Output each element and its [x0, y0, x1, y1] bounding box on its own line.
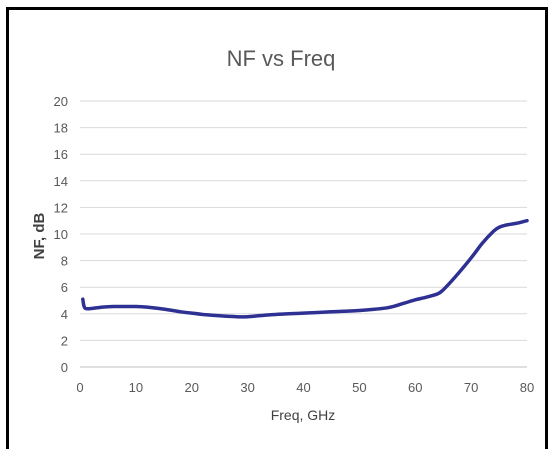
y-tick-label: 2	[61, 333, 68, 348]
x-tick-label: 20	[185, 380, 199, 395]
x-tick-label: 40	[296, 380, 310, 395]
y-tick-label: 0	[61, 360, 68, 375]
y-tick-label: 12	[54, 200, 68, 215]
x-tick-label: 0	[76, 380, 83, 395]
x-tick-label: 10	[129, 380, 143, 395]
x-tick-label: 50	[352, 380, 366, 395]
y-tick-label: 18	[54, 121, 68, 136]
gridlines	[80, 100, 527, 368]
x-tick-label: 80	[520, 380, 534, 395]
y-tick-label: 6	[61, 280, 68, 295]
y-tick-label: 16	[54, 147, 68, 162]
x-axis-label: Freq, GHz	[271, 407, 336, 423]
y-axis-label: NF, dB	[31, 213, 48, 260]
x-tick-label: 30	[240, 380, 254, 395]
x-axis-ticks: 0 10 20 30 40 50 60 70 80	[76, 380, 534, 395]
x-tick-label: 60	[408, 380, 422, 395]
series-line-0	[81, 218, 529, 319]
y-tick-label: 8	[61, 254, 68, 269]
y-tick-label: 4	[61, 307, 68, 322]
series-group	[81, 218, 529, 319]
chart-frame	[6, 7, 548, 449]
y-tick-label: 10	[54, 227, 68, 242]
chart-title: NF vs Freq	[227, 46, 336, 71]
y-tick-label: 20	[54, 94, 68, 109]
x-tick-label: 70	[464, 380, 478, 395]
y-tick-label: 14	[54, 174, 68, 189]
y-axis-ticks: 0 2 4 6 8 10 12 14 16 18 20	[54, 94, 68, 375]
